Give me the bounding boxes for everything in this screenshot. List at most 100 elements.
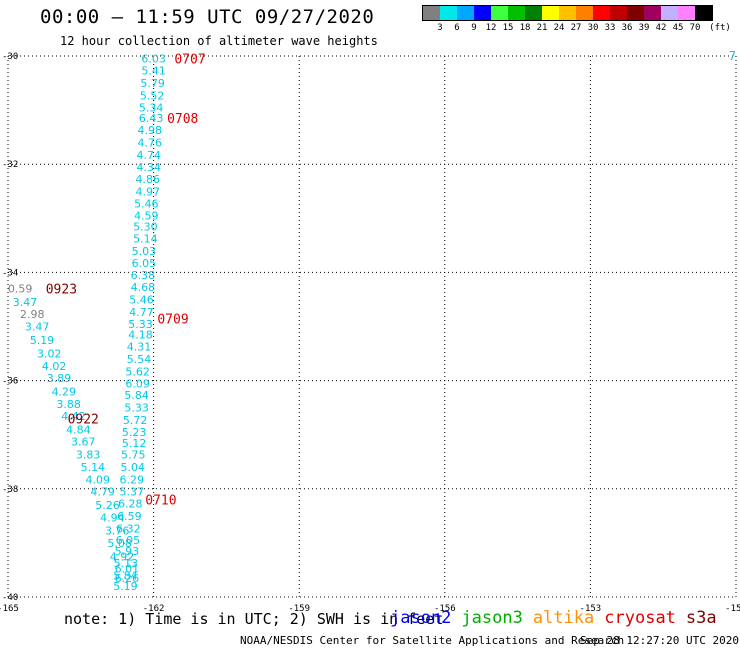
color-swatch [542, 6, 559, 20]
y-tick-label: -38 [2, 485, 18, 495]
wave-height-label: 6.32 [116, 522, 141, 535]
color-swatch [661, 6, 678, 20]
wave-height-label: 5.19 [113, 580, 138, 593]
wave-height-label: 4.68 [131, 281, 156, 294]
legend-entry-cryosat: cryosat [604, 608, 676, 628]
color-swatch [610, 6, 627, 20]
wave-height-label: 5.72 [123, 414, 148, 427]
wave-height-label: 6.01 [115, 562, 140, 575]
wave-height-label: 5.75 [121, 449, 146, 462]
color-scale-label: 42 [655, 23, 667, 33]
wave-height-label: 4.84 [66, 423, 91, 436]
wave-height-label: 4.42 [61, 410, 86, 423]
color-swatch [457, 6, 474, 20]
wave-height-label: 4.86 [136, 173, 161, 186]
wave-height-label: 5.13 [114, 557, 139, 570]
wave-height-label: 3.47 [25, 321, 50, 334]
wave-height-label: 6.28 [118, 497, 143, 510]
wave-height-label: 4.02 [42, 360, 67, 373]
time-label: 0707 [174, 53, 205, 68]
wave-height-label: 3.02 [37, 348, 62, 361]
color-swatch [678, 6, 695, 20]
color-swatch [474, 6, 491, 20]
color-swatch [440, 6, 457, 20]
y-tick-label: -34 [2, 268, 18, 278]
x-tick-label: -165 [0, 604, 19, 614]
wave-height-label: 4.76 [137, 137, 162, 150]
wave-height-label: 6.03 [141, 53, 166, 66]
color-swatch [627, 6, 644, 20]
wave-height-label: 6.09 [125, 377, 150, 390]
wave-height-label: 4.77 [129, 306, 154, 319]
wave-height-label: 5.33 [128, 318, 153, 331]
wave-height-label: 4.92 [110, 550, 135, 563]
color-swatch [525, 6, 542, 20]
x-tick-label: -162 [143, 604, 165, 614]
wave-height-label: 5.23 [122, 426, 147, 439]
time-label: 0709 [157, 312, 188, 327]
color-scale-label: 30 [587, 23, 599, 33]
wave-height-label: 5.30 [133, 220, 158, 233]
wave-height-label: 6.05 [116, 534, 141, 547]
wave-height-label: 5.54 [127, 353, 152, 366]
footnote: note: 1) Time is in UTC; 2) SWH is in fe… [64, 610, 444, 628]
legend-entry-altika: altika [532, 608, 595, 628]
x-tick-label: -156 [434, 604, 456, 614]
time-label: 0922 [68, 412, 99, 427]
wave-height-label: 5.19 [30, 334, 55, 347]
color-scale-label: 18 [519, 23, 531, 33]
wave-height-label: 5.37 [120, 486, 145, 499]
color-swatch [491, 6, 508, 20]
x-tick-label: -159 [288, 604, 310, 614]
wave-height-label: 5.26 [95, 499, 120, 512]
y-tick-label: -36 [2, 377, 18, 387]
wave-height-label: 0.59 [8, 283, 33, 296]
color-swatch [593, 6, 610, 20]
time-label: 0923 [46, 283, 77, 298]
legend-entry-jason3: jason3 [461, 608, 523, 628]
wave-height-label: 5.79 [140, 77, 165, 90]
wave-height-label: 4.74 [136, 149, 161, 162]
color-scale-unit: (ft) [709, 23, 731, 33]
y-tick-label: -32 [2, 160, 18, 170]
wave-height-label: 3.83 [76, 449, 101, 462]
wave-height-label: 4.97 [136, 185, 161, 198]
wave-height-label: 5.46 [129, 293, 154, 306]
x-tick-label: -150 [725, 604, 740, 614]
legend-entry-jason2: jason2 [390, 608, 452, 628]
wave-height-label: 4.34 [136, 161, 161, 174]
wave-height-label: 2.98 [20, 308, 45, 321]
wave-height-label: 5.12 [122, 437, 147, 450]
color-scale-labels: 3 6 9 12 15 18 21 24 27 30 33 36 39 42 45 70 (ft) [422, 21, 731, 35]
color-scale-label: 24 [553, 23, 565, 33]
wave-height-label: 3.47 [13, 296, 38, 309]
wave-height-label: 4.18 [128, 329, 153, 342]
wave-height-label: 3.88 [56, 398, 81, 411]
color-scale-label: 39 [638, 23, 650, 33]
color-scale-label: 15 [502, 23, 514, 33]
page-subtitle: 12 hour collection of altimeter wave hei… [60, 34, 378, 48]
wave-height-label: 5.84 [124, 389, 149, 402]
color-scale-label: 27 [570, 23, 582, 33]
color-swatch [423, 6, 440, 20]
wave-height-label: 4.98 [137, 124, 162, 137]
color-scale-label: 21 [536, 23, 548, 33]
time-label: 0710 [145, 494, 176, 509]
wave-height-label: 5.33 [124, 402, 149, 415]
wave-height-label: 5.03 [132, 245, 157, 258]
y-tick-label: -40 [2, 593, 18, 603]
color-scale-label: 9 [471, 23, 477, 33]
color-scale-label: 33 [604, 23, 616, 33]
wave-height-label: 5.14 [81, 461, 106, 474]
color-scale-label: 36 [621, 23, 633, 33]
wave-height-label: 3.89 [47, 372, 72, 385]
color-scale-label: 45 [672, 23, 684, 33]
legend-entry-s3a: s3a [685, 608, 717, 628]
wave-height-label: 5.84 [113, 569, 138, 582]
wave-height-label: 5.52 [140, 89, 165, 102]
wave-height-label: 5.62 [125, 365, 150, 378]
x-tick-label: -153 [580, 604, 602, 614]
wave-height-label: 5.46 [134, 198, 159, 211]
color-scale-label: 6 [454, 23, 460, 33]
wave-height-label: 4.79 [90, 486, 115, 499]
